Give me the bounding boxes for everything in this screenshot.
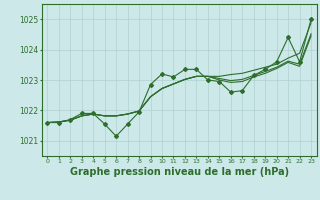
X-axis label: Graphe pression niveau de la mer (hPa): Graphe pression niveau de la mer (hPa) [70,167,289,177]
